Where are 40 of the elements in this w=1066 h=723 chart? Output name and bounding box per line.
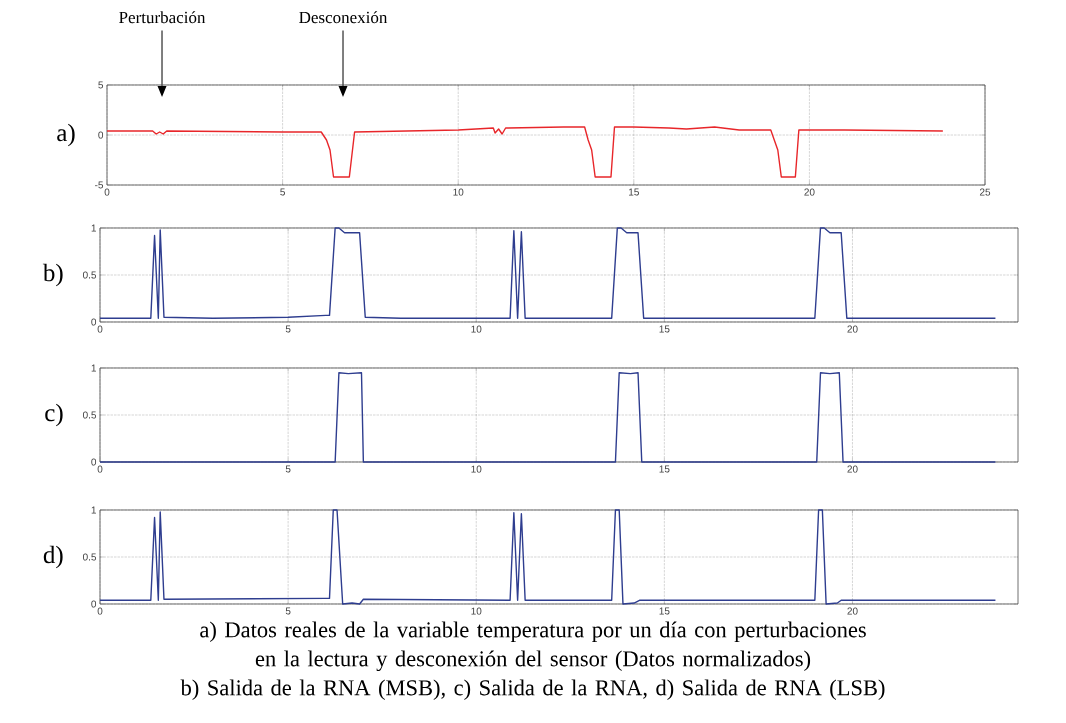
- y-axis-title: a): [57, 123, 75, 147]
- y-tick-label: 0: [91, 600, 97, 608]
- text: Perturbación: [119, 11, 206, 24]
- x-tick-label: 20: [847, 325, 858, 333]
- line-series: [106, 126, 944, 178]
- y-tick-label: 0.5: [82, 411, 97, 419]
- x-tick-label: 10: [471, 465, 482, 473]
- x-tick-label: 15: [659, 607, 670, 615]
- y-axis-title: b): [42, 263, 63, 287]
- x-tick-label: 5: [285, 325, 291, 333]
- y-tick-label: 1: [91, 224, 96, 232]
- y-tick-label: 1: [91, 364, 96, 372]
- text: b) Salida de la RNA (MSB), c) Salida de la RNA, d) Salida de RNA (LSB): [180, 679, 885, 700]
- text: Desconexión: [299, 11, 388, 24]
- y-tick-label: 0.5: [82, 271, 97, 279]
- y-axis-title: d): [43, 545, 63, 569]
- y-axis-title: c): [45, 403, 63, 427]
- x-tick-label: 15: [659, 465, 670, 473]
- x-tick-label: 10: [471, 607, 482, 615]
- x-tick-label: 0: [104, 188, 110, 196]
- x-tick-label: 20: [847, 465, 858, 473]
- y-tick-label: 0: [98, 131, 104, 139]
- y-tick-label: 0: [91, 458, 97, 466]
- x-tick-label: 25: [979, 188, 991, 196]
- y-tick-label: 0.5: [82, 553, 97, 561]
- y-tick-label: 5: [98, 81, 104, 89]
- line-series: [99, 227, 997, 319]
- y-tick-label: 1: [91, 506, 96, 514]
- x-tick-label: 5: [285, 465, 291, 473]
- x-tick-label: 20: [847, 607, 858, 615]
- y-tick-label: -5: [95, 181, 104, 189]
- y-tick-label: 0: [91, 318, 97, 326]
- x-tick-label: 15: [659, 325, 670, 333]
- x-tick-label: 10: [471, 325, 482, 333]
- x-tick-label: 5: [285, 607, 291, 615]
- x-tick-label: 5: [280, 188, 285, 196]
- x-tick-label: 10: [453, 188, 464, 196]
- x-tick-label: 15: [629, 188, 639, 196]
- x-tick-label: 20: [804, 188, 815, 196]
- text: a) Datos reales de la variable temperatura por un día con perturbaciones en la lectura y desconexión del sensor (Datos normalizados): [200, 621, 866, 672]
